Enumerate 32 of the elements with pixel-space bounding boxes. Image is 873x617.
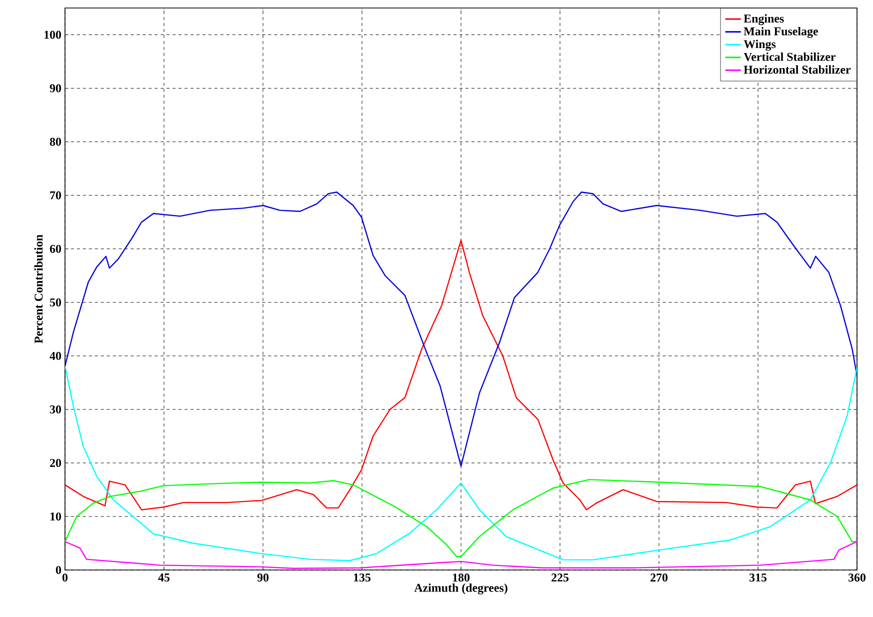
y-tick-label: 50 <box>50 298 62 306</box>
x-tick-label: 180 <box>452 574 470 582</box>
line-series <box>65 541 858 569</box>
y-tick-label: 100 <box>44 30 62 39</box>
y-tick-label: 40 <box>50 352 62 360</box>
y-tick-label: 60 <box>50 244 62 253</box>
line-series <box>65 192 858 467</box>
x-tick-label: 360 <box>848 574 866 582</box>
x-tick-label: 0 <box>62 574 68 582</box>
y-tick-label: 80 <box>50 138 62 146</box>
y-tick-label: 0 <box>56 566 62 574</box>
legend-label: Main Fuselage <box>744 26 818 38</box>
y-tick-label: 10 <box>50 512 62 521</box>
line-series <box>65 365 858 562</box>
x-tick-label: 270 <box>650 574 668 582</box>
y-axis-title: Percent Contribution <box>34 234 43 344</box>
line-series <box>65 478 858 558</box>
y-tick-label: 20 <box>50 458 62 467</box>
legend-label: Vertical Stabilizer <box>744 52 836 61</box>
y-tick-label: 90 <box>50 84 62 92</box>
legend-label: Engines <box>744 14 784 26</box>
x-tick-label: 225 <box>552 574 569 582</box>
y-tick-label: 70 <box>50 191 62 200</box>
x-tick-label: 45 <box>158 574 170 582</box>
x-axis-title: Azimuth (degrees) <box>414 583 508 594</box>
x-tick-label: 315 <box>749 574 767 582</box>
y-tick-label: 30 <box>50 405 62 414</box>
line-series <box>65 240 858 510</box>
x-tick-label: 135 <box>354 574 371 582</box>
legend-label: Horizontal Stabilizer <box>744 65 851 74</box>
legend-label: Wings <box>744 40 776 51</box>
x-tick-label: 90 <box>257 574 269 582</box>
